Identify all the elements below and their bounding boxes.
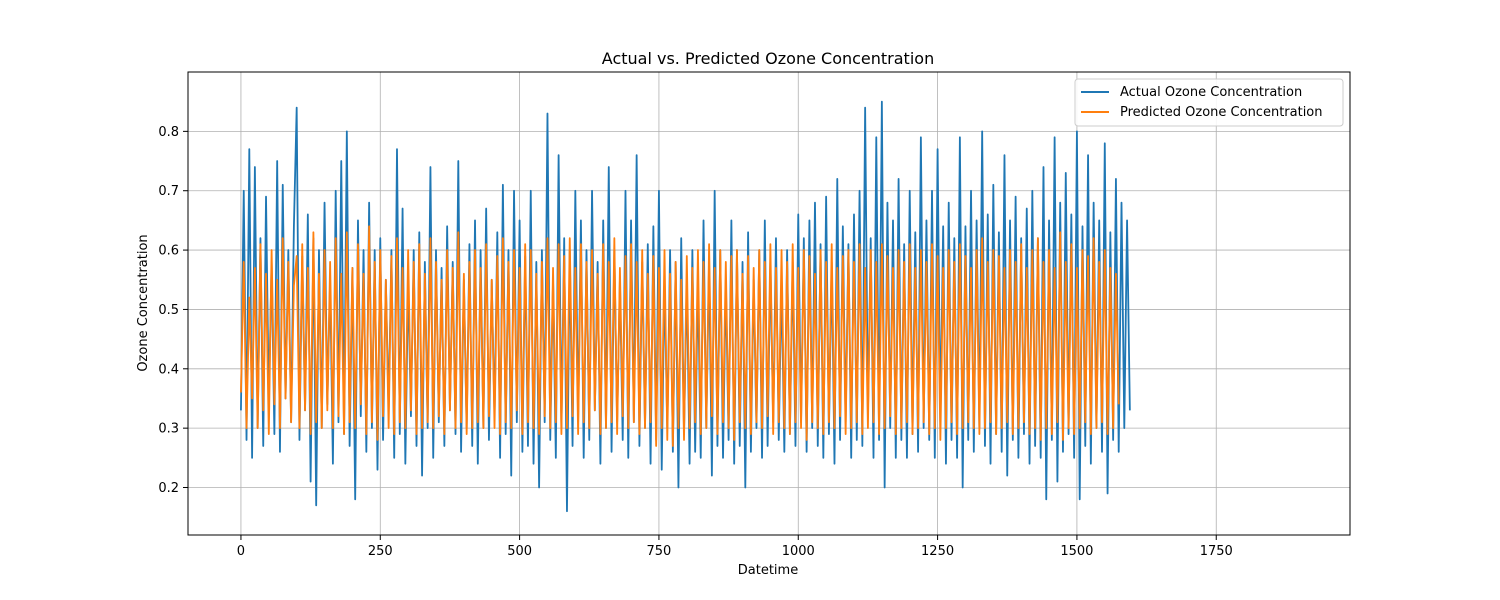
x-tick-label: 500 — [507, 544, 532, 559]
y-tick-label: 0.2 — [158, 481, 179, 496]
x-tick-label: 1000 — [782, 544, 815, 559]
x-tick-label: 0 — [237, 544, 245, 559]
chart-title: Actual vs. Predicted Ozone Concentration — [602, 49, 934, 68]
x-axis-label: Datetime — [738, 563, 798, 578]
x-tick-label: 250 — [368, 544, 393, 559]
y-axis: 0.2 0.3 0.4 0.5 0.6 0.7 0.8 — [158, 125, 188, 496]
y-tick-label: 0.3 — [158, 422, 179, 437]
x-axis: 0 250 500 750 1000 1250 1500 1750 — [237, 535, 1233, 559]
y-tick-label: 0.7 — [158, 184, 179, 199]
y-axis-label: Ozone Concentration — [136, 234, 151, 371]
legend-box — [1074, 78, 1344, 127]
legend-label-predicted: Predicted Ozone Concentration — [1120, 105, 1323, 120]
x-tick-label: 1750 — [1200, 544, 1233, 559]
y-tick-label: 0.6 — [158, 244, 179, 259]
y-tick-label: 0.5 — [158, 303, 179, 318]
y-tick-label: 0.8 — [158, 125, 179, 140]
series-layer — [240, 100, 1131, 513]
x-tick-label: 750 — [647, 544, 672, 559]
y-tick-label: 0.4 — [158, 362, 179, 377]
plot-frame — [187, 71, 1351, 536]
series-line-predicted — [240, 225, 1120, 447]
x-tick-label: 1250 — [921, 544, 954, 559]
legend-label-actual: Actual Ozone Concentration — [1120, 85, 1302, 100]
x-tick-label: 1500 — [1060, 544, 1093, 559]
legend: Actual Ozone Concentration Predicted Ozo… — [1074, 78, 1344, 127]
